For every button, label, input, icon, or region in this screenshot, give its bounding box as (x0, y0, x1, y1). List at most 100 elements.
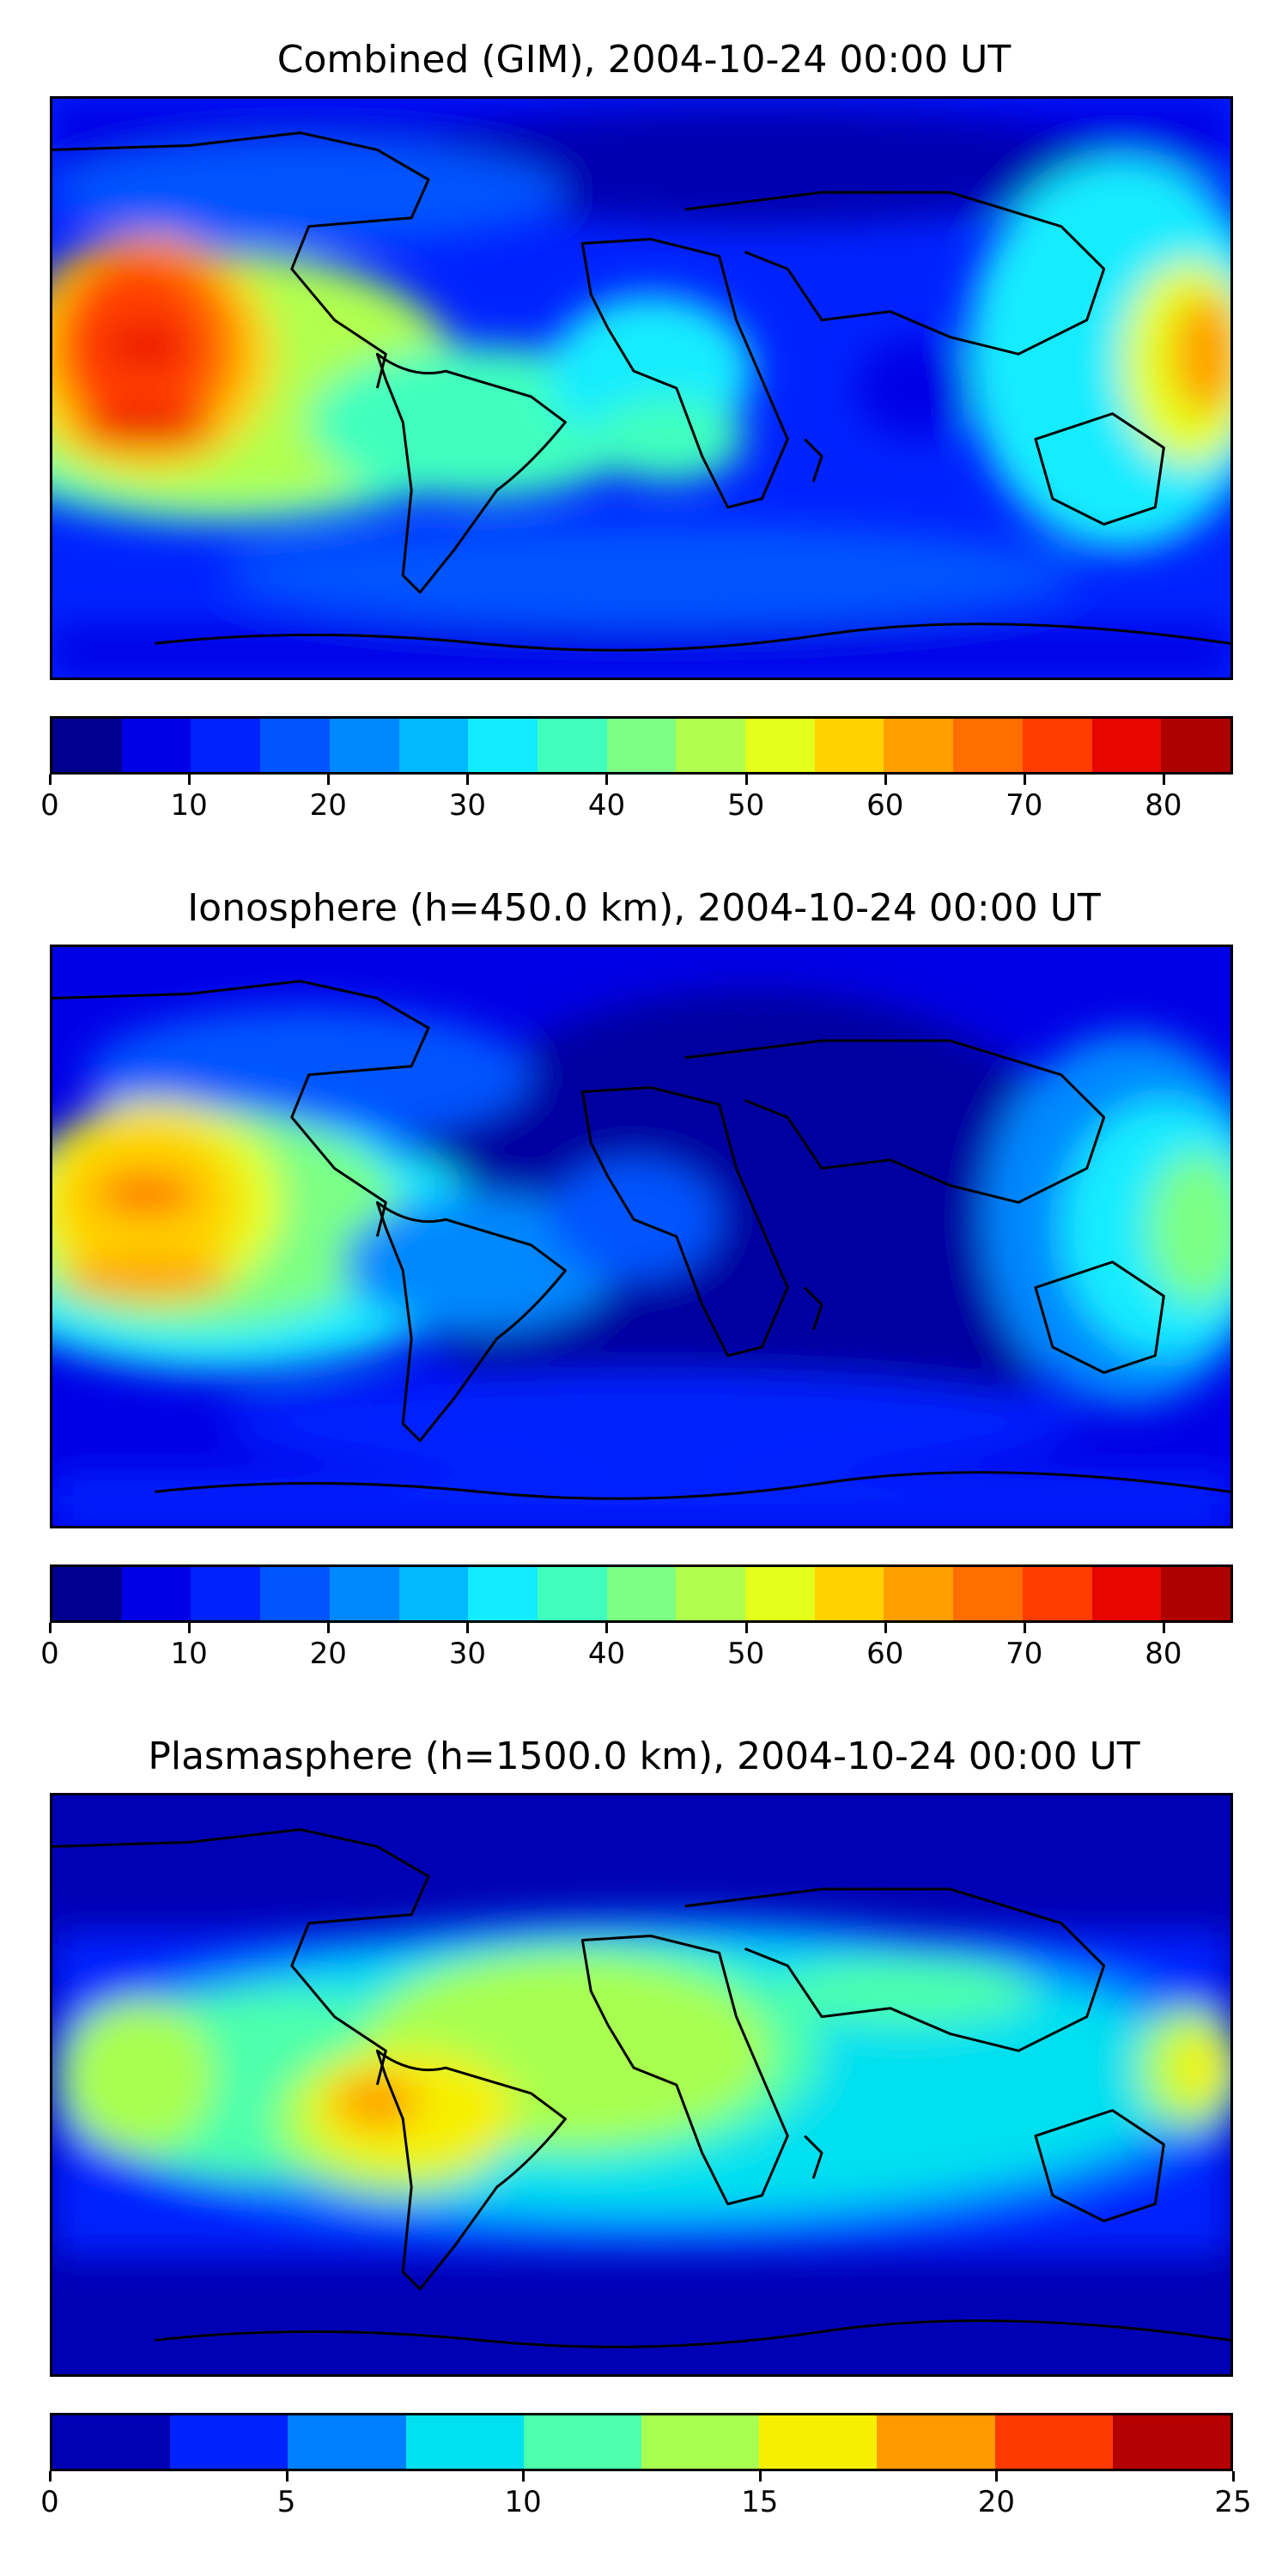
colorbar-tick (188, 775, 191, 785)
colorbar-tick-label: 30 (448, 1637, 486, 1671)
map-title-plasmasphere: Plasmasphere (h=1500.0 km), 2004-10-24 0… (148, 1735, 1140, 1778)
map-title-ionosphere: Ionosphere (h=450.0 km), 2004-10-24 00:0… (187, 886, 1101, 930)
colorbar-segment (288, 2415, 406, 2469)
colorbar-tick-label: 20 (309, 1637, 347, 1671)
colorbar-segment (191, 719, 261, 772)
colorbar-segment (260, 719, 330, 772)
colorbar-segment (398, 1567, 469, 1620)
colorbar-tick (327, 775, 331, 785)
colorbar-segment (676, 719, 746, 772)
colorbar-tick (884, 775, 887, 785)
colorbar-ionosphere (50, 1564, 1233, 1623)
colorbar-segment (884, 1567, 954, 1620)
colorbar-tick-label: 20 (309, 788, 347, 823)
colorbar-segment (1091, 1567, 1162, 1620)
tec-contour-map (52, 1795, 1230, 2374)
colorbar-tick-label: 0 (40, 2485, 59, 2519)
colorbar-segment (329, 719, 399, 772)
colorbar-segment (877, 2415, 995, 2469)
colorbar-segment (641, 2415, 760, 2469)
colorbar-segment (953, 719, 1023, 772)
colorbar-tick (327, 1623, 331, 1633)
colorbar-tick (744, 775, 748, 785)
colorbar-segment (537, 1567, 607, 1620)
colorbar-tick (466, 775, 470, 785)
colorbar-tick-label: 80 (1145, 788, 1182, 823)
map-title-combined: Combined (GIM), 2004-10-24 00:00 UT (276, 38, 1012, 82)
colorbar-segment (398, 719, 469, 772)
colorbar-segment (523, 2415, 642, 2469)
colorbar-segment (745, 1567, 815, 1620)
colorbar-segment (1022, 1567, 1092, 1620)
colorbar-tick-label: 70 (1005, 788, 1043, 823)
colorbar-segment (1161, 719, 1230, 772)
colorbar-tick-label: 0 (40, 1637, 59, 1671)
colorbar-tick (1023, 775, 1026, 785)
coastlines (52, 1828, 1230, 2348)
colorbar-plasmasphere (50, 2413, 1233, 2471)
colorbar-segment (52, 719, 122, 772)
colorbar-ticks-plasmasphere: 0 5 10 15 20 25 (40, 2471, 1252, 2523)
colorbar-tick-label: 40 (587, 1637, 626, 1671)
colorbar-combined (50, 716, 1233, 775)
colorbar-tick (49, 1623, 52, 1633)
colorbar-tick (49, 775, 52, 785)
colorbar-tick-label: 25 (1214, 2485, 1252, 2519)
colorbar-tick-label: 40 (587, 788, 626, 823)
colorbar-tick-label: 60 (866, 1637, 904, 1671)
colorbar-segment (537, 719, 607, 772)
colorbar-segment (170, 2415, 289, 2469)
coastlines (52, 131, 1230, 652)
colorbar-tick (285, 2471, 289, 2482)
colorbar-tick (758, 2471, 762, 2482)
colorbar-segment (405, 2415, 524, 2469)
colorbar-tick (1232, 2471, 1235, 2482)
colorbar-ticks-combined: 0 10 20 30 40 50 60 70 80 (40, 775, 1233, 826)
colorbar-segment (1022, 719, 1092, 772)
colorbar-segment (606, 1567, 677, 1620)
colorbar-segment (468, 1567, 538, 1620)
colorbar-segment (329, 1567, 399, 1620)
colorbar-tick (1162, 1623, 1165, 1633)
colorbar-segment (121, 1567, 191, 1620)
tec-contour-map (52, 947, 1230, 1526)
colorbar-segment (1161, 1567, 1230, 1620)
colorbar-segment (606, 719, 677, 772)
colorbar-tick-label: 30 (448, 788, 486, 823)
colorbar-tick-label: 15 (741, 2485, 779, 2519)
map-ionosphere (50, 945, 1233, 1528)
colorbar-segment (1091, 719, 1162, 772)
colorbar-segment (953, 1567, 1023, 1620)
colorbar-tick (884, 1623, 887, 1633)
colorbar-tick (522, 2471, 526, 2482)
colorbar-segment (52, 2415, 171, 2469)
tec-contour-map (52, 99, 1230, 677)
colorbar-segment (1112, 2415, 1230, 2469)
colorbar-segment (468, 719, 538, 772)
colorbar-tick (995, 2471, 999, 2482)
colorbar-tick (466, 1623, 470, 1633)
colorbar-tick-label: 60 (866, 788, 904, 823)
colorbar-tick-label: 20 (977, 2485, 1016, 2519)
colorbar-segment (814, 1567, 884, 1620)
colorbar-segment (994, 2415, 1113, 2469)
map-combined-gim (50, 96, 1233, 680)
colorbar-segment (52, 1567, 122, 1620)
coastlines (52, 980, 1230, 1500)
colorbar-tick-label: 10 (170, 788, 208, 823)
colorbar-tick-label: 10 (504, 2485, 542, 2519)
colorbar-tick (1023, 1623, 1026, 1633)
colorbar-segment (884, 719, 954, 772)
colorbar-tick-label: 0 (40, 788, 59, 823)
colorbar-tick-label: 5 (276, 2485, 296, 2519)
colorbar-segment (745, 719, 815, 772)
colorbar-tick (744, 1623, 748, 1633)
map-plasmasphere (50, 1793, 1233, 2377)
colorbar-segment (121, 719, 191, 772)
colorbar-tick (1162, 775, 1165, 785)
colorbar-segment (191, 1567, 261, 1620)
colorbar-tick-label: 50 (726, 788, 765, 823)
colorbar-segment (676, 1567, 746, 1620)
colorbar-segment (759, 2415, 878, 2469)
colorbar-tick-label: 70 (1005, 1637, 1043, 1671)
